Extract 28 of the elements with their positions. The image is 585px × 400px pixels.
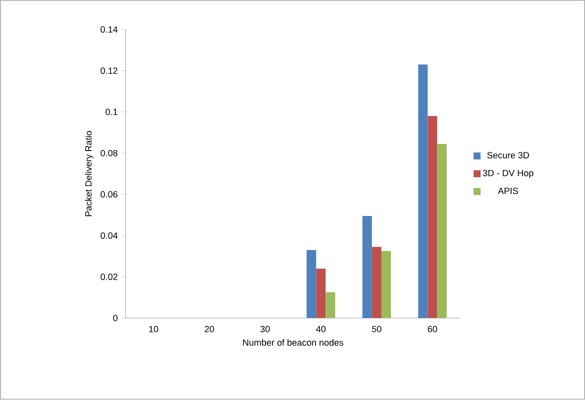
legend-label: APIS	[498, 188, 518, 194]
bar	[437, 144, 447, 318]
x-tick-label: 60	[428, 326, 438, 332]
bar	[362, 216, 372, 318]
bar	[428, 116, 438, 318]
x-tick-label: 10	[149, 326, 158, 332]
y-tick-label: 0.02	[100, 274, 118, 280]
y-tick-label: 0.1	[106, 108, 118, 116]
bar	[372, 247, 382, 318]
bar	[306, 250, 316, 318]
x-tick-label: 20	[204, 326, 214, 332]
y-axis-title: Packet Delivery Ratio	[85, 131, 94, 216]
bar	[418, 64, 428, 318]
y-tick-label: 0.06	[100, 191, 118, 198]
x-tick-label: 40	[316, 326, 326, 332]
legend-label: Secure 3D	[487, 152, 530, 159]
y-tick-label: 0.08	[100, 150, 118, 157]
x-tick-label: 30	[260, 326, 270, 332]
bar	[316, 268, 326, 318]
bar	[326, 292, 336, 318]
x-axis-title: Number of beacon nodes	[243, 339, 344, 346]
y-tick-label: 0.12	[100, 68, 118, 74]
y-tick-label: 0.14	[100, 26, 118, 33]
bar	[381, 251, 391, 318]
legend-label: 3D - DV Hop	[482, 170, 534, 178]
x-tick-label: 50	[372, 326, 382, 332]
y-tick-label: 0.04	[100, 232, 118, 239]
y-tick-label: 0	[113, 315, 118, 322]
